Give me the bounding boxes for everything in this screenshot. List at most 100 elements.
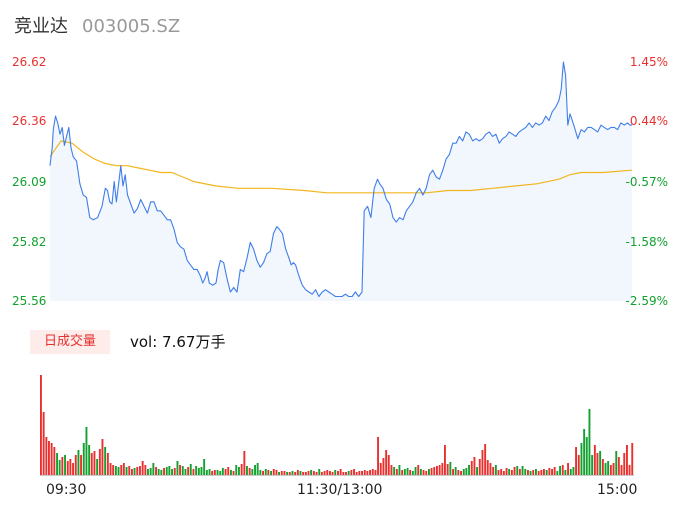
- volume-bar: [508, 469, 511, 475]
- volume-bar: [366, 471, 369, 475]
- volume-bar: [601, 459, 604, 475]
- volume-bar: [575, 447, 577, 475]
- volume-bar: [419, 469, 422, 475]
- volume-bar: [165, 467, 168, 475]
- volume-bar: [387, 455, 390, 475]
- volume-bar: [379, 463, 382, 475]
- volume-bar: [88, 445, 91, 475]
- volume-bar: [171, 469, 173, 475]
- percent-tick-label: -2.59%: [625, 294, 668, 308]
- volume-bar: [232, 471, 235, 475]
- volume-bar: [192, 469, 195, 475]
- volume-bar: [120, 465, 123, 475]
- volume-bar: [40, 375, 42, 475]
- volume-bar: [58, 460, 61, 475]
- volume-bar: [580, 443, 583, 475]
- volume-bar: [160, 470, 163, 475]
- volume-bar: [524, 469, 527, 475]
- volume-bar: [460, 471, 462, 475]
- volume-bar: [152, 463, 155, 475]
- volume-bar: [452, 469, 454, 475]
- volume-bar: [168, 466, 171, 475]
- volume-bar: [484, 444, 487, 475]
- volume-bar: [449, 462, 452, 475]
- volume-bar: [211, 471, 214, 475]
- volume-bar: [417, 465, 420, 475]
- volume-readout: vol: 7.67万手: [130, 333, 226, 351]
- volume-bar: [353, 469, 355, 475]
- volume-bar: [401, 470, 404, 475]
- volume-bar: [283, 471, 286, 475]
- time-label-close: 15:00: [597, 482, 638, 498]
- volume-bar: [195, 466, 198, 475]
- volume-bar: [339, 469, 342, 475]
- volume-bar: [631, 443, 634, 475]
- volume-bar: [251, 469, 254, 475]
- volume-bar: [398, 465, 401, 475]
- volume-bar: [361, 471, 363, 475]
- volume-bar: [551, 469, 553, 475]
- volume-bar: [486, 460, 489, 475]
- price-tick-label: 25.82: [12, 235, 47, 250]
- volume-bar: [425, 471, 428, 475]
- volume-bar: [612, 463, 615, 475]
- percent-tick-label: 1.45%: [629, 55, 668, 69]
- volume-bar: [176, 461, 179, 475]
- volume-bar: [369, 470, 371, 475]
- volume-bar: [377, 437, 379, 475]
- volume-bar: [125, 467, 128, 475]
- volume-bar: [331, 472, 334, 475]
- percent-tick-label: -1.58%: [625, 235, 668, 250]
- volume-bar: [599, 451, 602, 475]
- volume-bar: [441, 463, 444, 475]
- volume-bar: [48, 441, 50, 475]
- volume-bar: [623, 453, 626, 475]
- percent-tick-label: 0.44%: [629, 113, 668, 128]
- volume-bar: [53, 447, 56, 475]
- volume-bar: [149, 468, 152, 475]
- volume-bar: [430, 468, 433, 475]
- volume-bar: [243, 451, 246, 475]
- volume-bar: [122, 463, 125, 475]
- volume-bar: [93, 451, 96, 475]
- volume-bar: [436, 466, 438, 475]
- volume-bar: [518, 469, 521, 475]
- price-panel: [49, 61, 633, 301]
- volume-tab[interactable]: 日成交量: [30, 330, 110, 354]
- volume-bar: [61, 457, 64, 475]
- volume-bar: [106, 453, 109, 475]
- volume-bar: [56, 453, 58, 475]
- volume-bar: [478, 459, 481, 475]
- volume-bar: [114, 466, 117, 475]
- volume-bar: [513, 467, 516, 475]
- volume-bar: [532, 470, 535, 475]
- volume-bar: [604, 463, 607, 475]
- volume-bar: [318, 469, 321, 475]
- volume-bar: [302, 472, 305, 475]
- volume-bar: [307, 471, 310, 475]
- time-label-open: 09:30: [46, 482, 87, 498]
- volume-bar: [444, 445, 446, 475]
- volume-bar: [583, 429, 586, 475]
- volume-bar: [256, 463, 259, 475]
- price-tick-label: 25.56: [12, 294, 47, 308]
- volume-bar: [345, 472, 347, 475]
- volume-bar: [294, 472, 297, 475]
- volume-bar: [267, 470, 270, 475]
- volume-bar: [213, 470, 216, 475]
- volume-bar: [74, 455, 77, 475]
- volume-bar: [465, 468, 468, 475]
- volume-bar: [537, 471, 540, 475]
- volume-bar: [216, 470, 219, 475]
- volume-bar: [304, 472, 307, 475]
- average-price-line: [49, 140, 633, 194]
- volume-bar: [510, 470, 513, 475]
- volume-bar: [128, 466, 131, 475]
- volume-bar: [470, 461, 473, 475]
- volume-bar: [473, 457, 476, 475]
- volume-bar: [275, 470, 278, 475]
- volume-bar: [219, 471, 222, 475]
- stock-name: 竞业达: [14, 16, 68, 37]
- volume-bar: [374, 470, 377, 475]
